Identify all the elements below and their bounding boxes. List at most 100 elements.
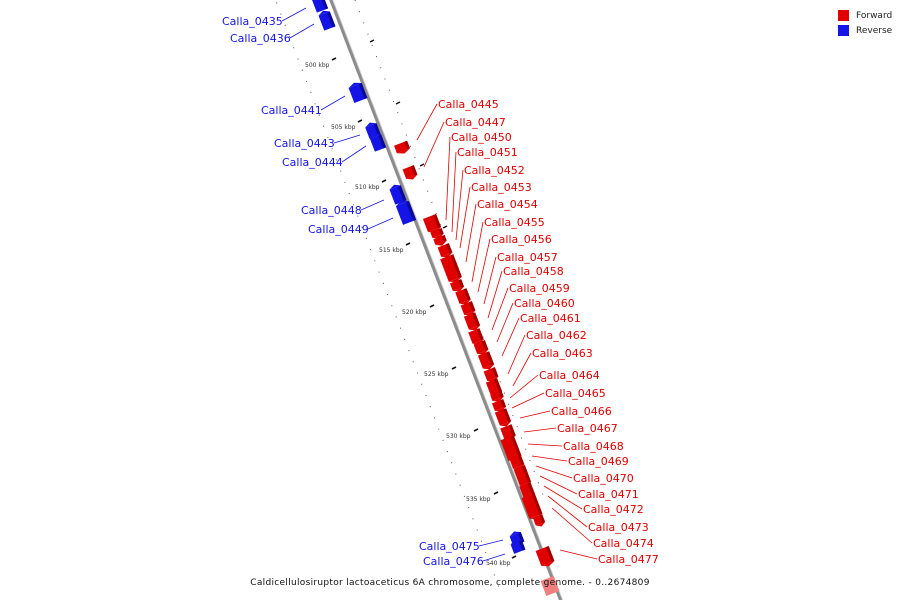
gene-label[interactable]: Calla_0467 bbox=[557, 422, 618, 435]
gene-label[interactable]: Calla_0450 bbox=[451, 131, 512, 144]
gene-label[interactable]: Calla_0463 bbox=[532, 347, 593, 360]
gene-label[interactable]: Calla_0444 bbox=[282, 156, 343, 169]
gene-label[interactable]: Calla_0460 bbox=[514, 297, 575, 310]
gene-label[interactable]: Calla_0454 bbox=[477, 198, 538, 211]
gene-label[interactable]: Calla_0458 bbox=[503, 265, 564, 278]
gene-feature[interactable] bbox=[388, 183, 407, 205]
gene-block-shade bbox=[472, 312, 481, 327]
gene-leader-line bbox=[483, 256, 497, 305]
gene-arrowhead bbox=[464, 310, 476, 316]
gene-label[interactable]: Calla_0456 bbox=[491, 233, 552, 246]
gene-block bbox=[521, 493, 543, 519]
gene-arrowhead bbox=[395, 200, 409, 207]
gene-label[interactable]: Calla_0476 bbox=[423, 555, 484, 568]
gene-feature[interactable] bbox=[317, 9, 336, 31]
gene-block-shade bbox=[494, 378, 503, 393]
gene-feature[interactable] bbox=[490, 391, 504, 404]
gene-feature[interactable] bbox=[433, 235, 447, 248]
map-caption: Caldicellulosiruptor lactoaceticus 6A ch… bbox=[250, 578, 650, 588]
gene-label[interactable]: Calla_0465 bbox=[545, 387, 606, 400]
ruler-minor-tick bbox=[395, 101, 401, 105]
gene-feature[interactable] bbox=[395, 198, 417, 225]
gene-feature[interactable] bbox=[369, 132, 387, 152]
gene-label[interactable]: Calla_0475 bbox=[419, 540, 480, 553]
gene-label[interactable]: Calla_0441 bbox=[261, 104, 322, 117]
gene-block-shade bbox=[320, 0, 329, 10]
gene-label[interactable]: Calla_0457 bbox=[497, 251, 558, 264]
gene-feature[interactable] bbox=[494, 408, 512, 428]
gene-block-shade bbox=[469, 301, 476, 312]
gene-label[interactable]: Calla_0435 bbox=[222, 15, 283, 28]
gene-label[interactable]: Calla_0452 bbox=[464, 164, 525, 177]
gene-label[interactable]: Calla_0453 bbox=[471, 181, 532, 194]
gene-block-shade bbox=[518, 532, 525, 543]
gene-label[interactable]: Calla_0474 bbox=[593, 537, 654, 550]
gene-label[interactable]: Calla_0445 bbox=[438, 98, 499, 111]
gene-labels: Calla_0435 Calla_0436 Calla_0441 Calla_0443… bbox=[222, 7, 659, 568]
gene-label[interactable]: Calla_0461 bbox=[520, 312, 581, 325]
gene-label[interactable]: Calla_0469 bbox=[568, 455, 629, 468]
gene-block-shade bbox=[518, 455, 525, 466]
gene-leader-line bbox=[423, 121, 445, 168]
gene-feature[interactable] bbox=[440, 254, 463, 284]
gene-label[interactable]: Calla_0455 bbox=[484, 216, 545, 229]
ruler-minor-tick bbox=[369, 39, 375, 43]
gene-feature[interactable] bbox=[491, 399, 507, 414]
gene-leader-line bbox=[360, 199, 385, 211]
gene-label[interactable]: Calla_0472 bbox=[583, 503, 644, 516]
gene-feature[interactable] bbox=[430, 228, 444, 241]
gene-label[interactable]: Calla_0436 bbox=[230, 32, 291, 45]
gene-leader-line bbox=[509, 374, 539, 399]
gene-label[interactable]: Calla_0451 bbox=[457, 146, 518, 159]
gene-feature[interactable] bbox=[509, 455, 526, 471]
gene-label[interactable]: Calla_0447 bbox=[445, 116, 506, 129]
gene-feature[interactable] bbox=[422, 213, 442, 235]
gene-feature[interactable] bbox=[473, 340, 490, 356]
gene-label[interactable]: Calla_0466 bbox=[551, 405, 612, 418]
legend-reverse: Reverse bbox=[838, 23, 892, 38]
gene-block-shade bbox=[527, 482, 535, 495]
gene-label[interactable]: Calla_0459 bbox=[509, 282, 570, 295]
gene-feature[interactable] bbox=[535, 546, 556, 569]
gene-feature[interactable] bbox=[463, 312, 481, 332]
gene-block bbox=[500, 435, 522, 461]
gene-feature[interactable] bbox=[460, 301, 477, 317]
ruler-dots-left bbox=[275, 0, 501, 591]
gene-feature[interactable] bbox=[521, 493, 544, 521]
gene-leader-line bbox=[465, 203, 477, 263]
gene-block-shade bbox=[500, 399, 507, 408]
gene-leader-line bbox=[519, 410, 551, 419]
gene-feature[interactable] bbox=[437, 243, 454, 259]
gene-block-shade bbox=[463, 288, 471, 301]
gene-feature[interactable] bbox=[449, 279, 465, 294]
gene-arrowhead bbox=[435, 240, 447, 246]
gene-feature[interactable] bbox=[455, 288, 472, 306]
ruler-minor-tick bbox=[419, 163, 425, 167]
gene-label[interactable]: Calla_0473 bbox=[588, 521, 649, 534]
gene-label[interactable]: Calla_0448 bbox=[301, 204, 362, 217]
gene-feature[interactable] bbox=[483, 367, 500, 383]
gene-feature[interactable] bbox=[510, 537, 526, 554]
gene-feature[interactable] bbox=[402, 165, 419, 181]
gene-feature[interactable] bbox=[532, 514, 546, 528]
gene-leader-line bbox=[416, 103, 438, 141]
gene-feature[interactable] bbox=[348, 80, 368, 103]
gene-label[interactable]: Calla_0462 bbox=[526, 329, 587, 342]
gene-feature[interactable] bbox=[468, 328, 485, 346]
gene-feature[interactable] bbox=[477, 351, 495, 371]
gene-block bbox=[440, 254, 462, 282]
gene-label[interactable]: Calla_0470 bbox=[573, 472, 634, 485]
gene-label[interactable]: Calla_0449 bbox=[308, 223, 369, 236]
gene-label[interactable]: Calla_0468 bbox=[563, 440, 624, 453]
gene-label[interactable]: Calla_0464 bbox=[539, 369, 600, 382]
gene-leader-line bbox=[559, 549, 598, 560]
ruler-major-tick bbox=[331, 57, 337, 61]
gene-label[interactable]: Calla_0443 bbox=[274, 137, 335, 150]
gene-feature[interactable] bbox=[394, 140, 411, 156]
gene-label[interactable]: Calla_0471 bbox=[578, 488, 639, 501]
gene-label[interactable]: Calla_0477 bbox=[598, 553, 659, 566]
gene-arrowhead bbox=[448, 276, 462, 283]
gene-block-shade bbox=[450, 254, 462, 278]
gene-feature[interactable] bbox=[311, 0, 329, 13]
